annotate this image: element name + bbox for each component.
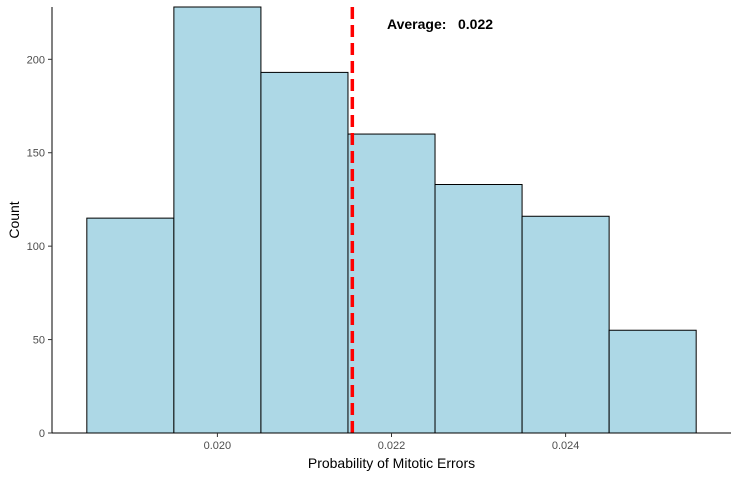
histogram-bar-2: [173, 6, 262, 434]
x-axis-title: Probability of Mitotic Errors: [308, 455, 475, 471]
y-tick-label: 200: [27, 54, 45, 66]
histogram-bar-1: [86, 217, 175, 434]
histogram-bar-7: [608, 329, 697, 434]
ticks-group: 0 50 100 150 200 0.020 0.022 0.024: [27, 54, 580, 452]
average-annotation-label: Average:: [387, 16, 446, 32]
x-tick-label: 0.024: [552, 440, 580, 452]
average-annotation-value: 0.022: [458, 16, 493, 32]
y-tick-label: 50: [33, 335, 45, 347]
y-tick-label: 100: [27, 241, 45, 253]
histogram-bar-6: [521, 215, 610, 434]
histogram-bar-4: [347, 133, 436, 434]
y-axis-title: Count: [6, 201, 22, 238]
histogram-bar-5: [434, 184, 523, 434]
y-tick-label: 150: [27, 148, 45, 160]
histogram-bar-3: [260, 71, 349, 434]
bars-group: [86, 6, 697, 434]
x-tick-label: 0.022: [378, 440, 406, 452]
y-tick-label: 0: [39, 428, 45, 440]
x-tick-label: 0.020: [204, 440, 232, 452]
